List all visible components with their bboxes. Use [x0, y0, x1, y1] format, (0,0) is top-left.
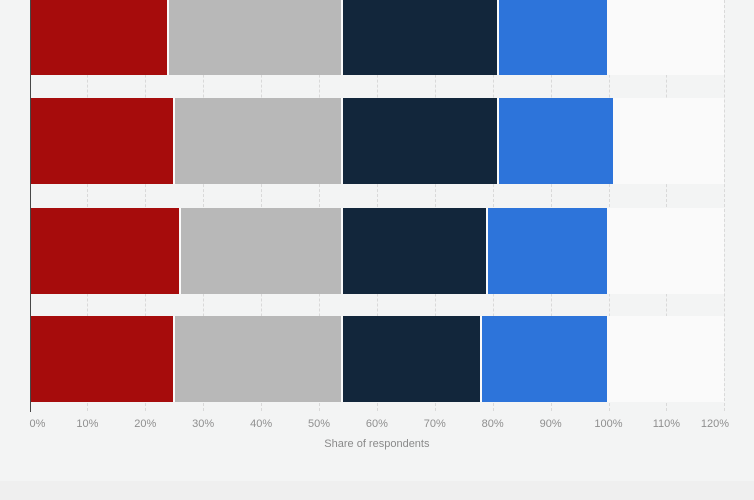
x-tick-label-70: 70% [423, 418, 446, 430]
gridline-80 [492, 0, 494, 411]
bar-segment-dark-blue-row-2 [343, 98, 498, 184]
bar-segment-dark-red-row-4 [30, 316, 174, 402]
gridline-120 [724, 0, 726, 411]
bar-segment-blue-row-1 [499, 0, 608, 75]
bar-row-2 [29, 98, 725, 184]
bar-segment-gray-row-2 [175, 98, 342, 184]
gridline-40 [261, 0, 263, 411]
bar-segment-gray-row-3 [181, 208, 342, 294]
x-tick-label-30: 30% [192, 418, 215, 430]
x-axis-title: Share of respondents [324, 438, 430, 450]
x-tick-label-10: 10% [76, 418, 99, 430]
x-tick-label-40: 40% [250, 418, 273, 430]
bar-row-3 [29, 208, 725, 294]
x-tick-label-50: 50% [307, 418, 331, 430]
gridline-10 [87, 0, 89, 411]
bar-row-1 [29, 0, 725, 75]
bar-segment-blue-row-3 [487, 208, 608, 294]
x-tick-label-80: 80% [481, 418, 504, 430]
gridline-20 [145, 0, 147, 411]
bar-segment-blue-row-4 [482, 316, 608, 402]
gridline-30 [203, 0, 205, 411]
bar-segment-dark-blue-row-1 [343, 0, 498, 75]
gridline-60 [376, 0, 378, 411]
bar-segment-dark-red-row-3 [30, 208, 180, 294]
gridline-100 [608, 0, 610, 411]
bar-segment-gray-row-4 [175, 316, 342, 402]
bar-segment-blue-row-2 [499, 98, 614, 184]
gridline-110 [666, 0, 668, 411]
bar-segment-dark-red-row-2 [30, 98, 174, 184]
x-tick-label-90: 90% [539, 418, 562, 430]
bar-row-4 [29, 316, 725, 402]
x-tick-label-110: 110% [652, 418, 681, 430]
x-tick-label-60: 60% [365, 418, 388, 430]
bar-segment-gray-row-1 [169, 0, 342, 75]
bottom-margin-strip [0, 481, 754, 500]
x-tick-label-20: 20% [134, 418, 157, 430]
bar-segment-dark-blue-row-4 [343, 316, 481, 402]
bar-segment-dark-blue-row-3 [343, 208, 486, 294]
bar-segment-dark-red-row-1 [30, 0, 168, 75]
x-tick-label-100: 100% [594, 418, 623, 430]
gridline-50 [319, 0, 320, 411]
x-tick-label-0: 0% [29, 418, 46, 430]
y-axis-line [29, 0, 31, 412]
gridline-70 [434, 0, 436, 411]
gridline-90 [550, 0, 552, 411]
x-tick-label-120: 120% [700, 418, 729, 430]
